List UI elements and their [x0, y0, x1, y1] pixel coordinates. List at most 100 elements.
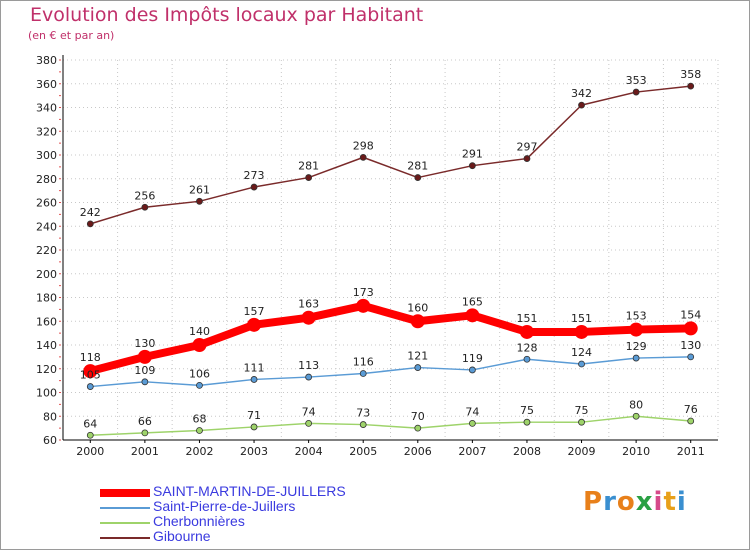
data-label: 75 — [575, 404, 589, 417]
data-label: 151 — [516, 312, 537, 325]
data-point — [519, 324, 534, 339]
data-label: 130 — [680, 339, 701, 352]
data-label: 353 — [626, 74, 647, 87]
data-point — [247, 317, 262, 332]
legend-label: Saint-Pierre-de-Juillers — [153, 498, 296, 514]
legend-swatch — [100, 507, 150, 509]
data-point — [141, 203, 149, 211]
data-label: 256 — [134, 189, 155, 202]
data-point — [86, 220, 94, 228]
data-label: 118 — [80, 351, 101, 364]
data-label: 121 — [407, 350, 428, 363]
y-tick-label: 200 — [36, 268, 57, 281]
y-tick-label: 360 — [36, 78, 57, 91]
data-point — [305, 373, 313, 381]
x-tick-label: 2001 — [131, 445, 159, 458]
y-tick-label: 80 — [43, 410, 57, 423]
data-label: 71 — [247, 409, 261, 422]
x-tick-label: 2004 — [295, 445, 323, 458]
y-tick-label: 280 — [36, 173, 57, 186]
data-label: 105 — [80, 369, 101, 382]
data-label: 129 — [626, 340, 647, 353]
y-tick-label: 140 — [36, 339, 57, 352]
data-point — [301, 310, 316, 325]
logo-letter: i — [676, 487, 687, 517]
data-point — [629, 322, 644, 337]
data-point — [250, 183, 258, 191]
x-tick-label: 2007 — [458, 445, 486, 458]
y-tick-label: 240 — [36, 220, 57, 233]
proxiti-logo: Proxiti — [583, 487, 687, 517]
data-label: 76 — [684, 403, 698, 416]
y-tick-label: 260 — [36, 197, 57, 210]
data-point — [578, 101, 585, 109]
y-tick-label: 320 — [36, 125, 57, 138]
data-point — [468, 162, 476, 170]
data-label: 281 — [407, 160, 428, 173]
data-label: 75 — [520, 404, 534, 417]
data-label: 66 — [138, 415, 152, 428]
y-tick-label: 300 — [36, 149, 57, 162]
data-point — [683, 321, 698, 336]
data-label: 124 — [571, 346, 592, 359]
data-label: 74 — [302, 405, 316, 418]
logo-letter: P — [583, 487, 604, 517]
data-point — [578, 418, 585, 426]
legend-swatch — [100, 489, 150, 497]
series-line — [90, 356, 691, 388]
data-point — [578, 360, 585, 368]
x-tick-label: 2005 — [349, 445, 377, 458]
logo-letter: x — [635, 487, 654, 517]
x-tick-label: 2000 — [76, 445, 104, 458]
data-point — [250, 376, 258, 383]
data-label: 298 — [353, 139, 374, 152]
series-line — [90, 85, 691, 225]
data-label: 73 — [356, 407, 370, 420]
series-line — [89, 301, 691, 375]
legend-swatch — [100, 537, 150, 539]
y-tick-label: 340 — [36, 102, 57, 115]
data-point — [356, 298, 371, 313]
data-label: 297 — [516, 141, 537, 154]
data-label: 358 — [680, 68, 701, 81]
y-tick-label: 60 — [43, 434, 57, 447]
data-label: 68 — [192, 413, 206, 426]
data-label: 154 — [680, 308, 701, 321]
data-point — [414, 174, 422, 181]
series-line — [90, 415, 691, 436]
data-label: 281 — [298, 160, 319, 173]
y-tick-label: 220 — [36, 244, 57, 257]
data-point — [305, 174, 313, 181]
data-point — [523, 355, 531, 363]
data-point — [465, 308, 480, 323]
data-point — [632, 88, 640, 96]
legend-swatch — [100, 522, 150, 524]
legend: SAINT-MARTIN-DE-JUILLERS Saint-Pierre-de… — [100, 483, 420, 545]
x-tick-label: 2002 — [185, 445, 213, 458]
data-point — [523, 418, 531, 426]
chart-title: Evolution des Impôts locaux par Habitant — [30, 4, 424, 26]
legend-item: Cherbonnières — [100, 513, 420, 530]
data-point — [468, 419, 476, 427]
data-label: 151 — [571, 312, 592, 325]
data-point — [196, 197, 203, 205]
data-point — [410, 314, 425, 329]
legend-label: SAINT-MARTIN-DE-JUILLERS — [153, 483, 346, 499]
legend-label: Cherbonnières — [153, 513, 245, 529]
data-label: 128 — [516, 341, 537, 354]
data-label: 173 — [353, 286, 374, 299]
legend-item: Gibourne — [100, 528, 420, 545]
data-point — [468, 366, 476, 374]
data-point — [86, 431, 94, 439]
x-tick-label: 2011 — [677, 445, 705, 458]
data-point — [192, 338, 207, 352]
logo-letter: i — [653, 487, 664, 517]
data-label: 157 — [244, 305, 265, 318]
data-label: 80 — [629, 398, 643, 411]
data-label: 140 — [189, 325, 210, 338]
data-point — [141, 429, 149, 437]
data-label: 64 — [83, 417, 97, 430]
data-point — [250, 423, 258, 431]
data-label: 116 — [353, 356, 374, 369]
